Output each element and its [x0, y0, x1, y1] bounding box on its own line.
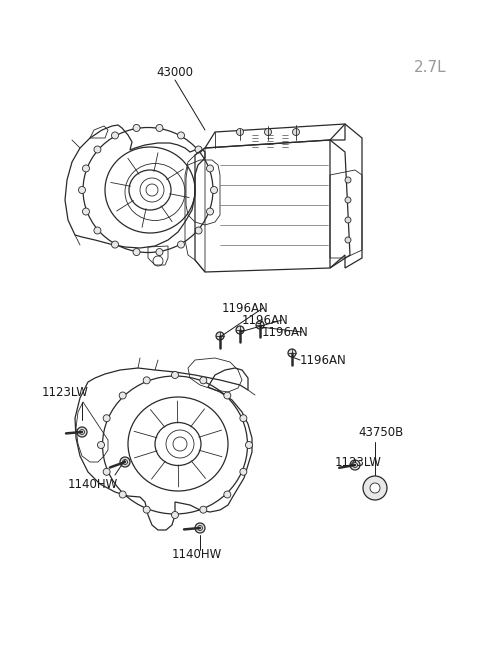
Circle shape [79, 187, 85, 193]
Circle shape [133, 248, 140, 255]
Circle shape [103, 415, 110, 422]
Circle shape [178, 241, 184, 248]
Circle shape [195, 227, 202, 234]
Circle shape [171, 371, 179, 379]
Circle shape [143, 377, 150, 384]
Circle shape [156, 124, 163, 132]
Circle shape [206, 165, 214, 172]
Circle shape [195, 523, 205, 533]
Circle shape [206, 208, 214, 215]
Circle shape [288, 349, 296, 357]
Circle shape [245, 441, 252, 449]
Circle shape [77, 427, 87, 437]
Circle shape [143, 506, 150, 513]
Circle shape [256, 321, 264, 329]
Circle shape [103, 468, 110, 476]
Circle shape [111, 241, 119, 248]
Text: 1196AN: 1196AN [300, 354, 347, 367]
Circle shape [119, 392, 126, 399]
Circle shape [224, 392, 231, 399]
Circle shape [94, 227, 101, 234]
Circle shape [292, 128, 300, 136]
Circle shape [178, 132, 184, 139]
Circle shape [240, 415, 247, 422]
Text: 1196AN: 1196AN [262, 326, 309, 339]
Circle shape [94, 146, 101, 153]
Circle shape [345, 197, 351, 203]
Circle shape [216, 332, 224, 340]
Circle shape [363, 476, 387, 500]
Circle shape [345, 217, 351, 223]
Circle shape [345, 237, 351, 243]
Circle shape [370, 483, 380, 493]
Circle shape [211, 187, 217, 193]
Circle shape [237, 128, 243, 136]
Circle shape [111, 132, 119, 139]
Circle shape [133, 124, 140, 132]
Circle shape [200, 377, 207, 384]
Text: 1123LW: 1123LW [335, 455, 382, 468]
Circle shape [224, 491, 231, 498]
Circle shape [171, 512, 179, 519]
Circle shape [240, 468, 247, 476]
Circle shape [195, 146, 202, 153]
Text: 1196AN: 1196AN [242, 314, 289, 326]
Circle shape [120, 457, 130, 467]
Text: 1140HW: 1140HW [68, 479, 118, 491]
Circle shape [83, 208, 89, 215]
Text: 43750B: 43750B [358, 426, 403, 438]
Circle shape [119, 491, 126, 498]
Circle shape [156, 248, 163, 255]
Text: 1140HW: 1140HW [172, 548, 222, 561]
Circle shape [83, 165, 89, 172]
Text: 43000: 43000 [156, 66, 193, 79]
Circle shape [350, 460, 360, 470]
Text: 1196AN: 1196AN [222, 301, 269, 314]
Circle shape [345, 177, 351, 183]
Text: 2.7L: 2.7L [414, 60, 446, 75]
Circle shape [264, 128, 272, 136]
Text: 1123LW: 1123LW [42, 386, 89, 398]
Circle shape [97, 441, 105, 449]
Circle shape [200, 506, 207, 513]
Circle shape [236, 326, 244, 334]
